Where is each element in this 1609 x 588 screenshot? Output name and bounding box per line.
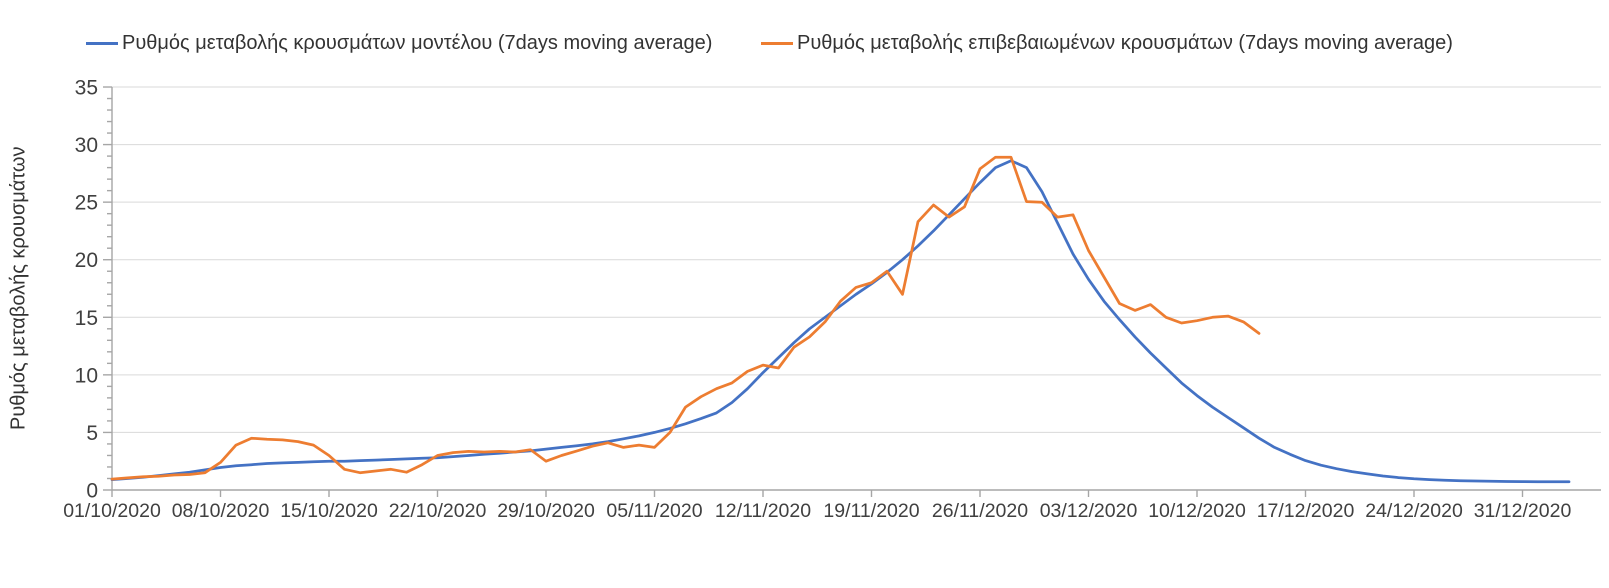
x-tick-label: 29/10/2020	[497, 500, 595, 522]
x-tick-label: 31/12/2020	[1474, 500, 1572, 522]
y-tick-label: 35	[75, 77, 98, 100]
legend-item-model: Ρυθμός μεταβολής κρουσμάτων μοντέλου (7d…	[86, 28, 712, 58]
x-tick-label: 05/11/2020	[606, 500, 702, 522]
y-tick-label: 25	[75, 192, 98, 215]
x-tick-label: 12/11/2020	[715, 500, 811, 522]
x-tick-label: 19/11/2020	[823, 500, 919, 522]
legend-label-model: Ρυθμός μεταβολής κρουσμάτων μοντέλου (7d…	[122, 31, 713, 54]
legend-label-confirmed: Ρυθμός μεταβολής επιβεβαιωμένων κρουσμάτ…	[797, 31, 1453, 54]
x-tick-label: 24/12/2020	[1365, 500, 1463, 522]
x-tick-label: 15/10/2020	[280, 500, 378, 522]
x-tick-label: 22/10/2020	[389, 500, 487, 522]
y-tick-label: 20	[75, 249, 98, 272]
legend-item-confirmed: Ρυθμός μεταβολής επιβεβαιωμένων κρουσμάτ…	[761, 28, 1453, 58]
y-tick-label: 10	[75, 364, 98, 387]
y-tick-label: 15	[75, 307, 98, 330]
series-line-confirmed	[110, 155, 1261, 481]
y-tick-label: 30	[75, 134, 98, 157]
x-tick-label: 03/12/2020	[1040, 500, 1138, 522]
y-tick-label: 5	[86, 422, 98, 445]
x-tick-label: 08/10/2020	[172, 500, 270, 522]
series-line-model	[110, 159, 1571, 484]
x-tick-label: 01/10/2020	[63, 500, 161, 522]
chart-legend: Ρυθμός μεταβολής κρουσμάτων μοντέλου (7d…	[0, 28, 1609, 58]
x-tick-label: 26/11/2020	[932, 500, 1028, 522]
x-tick-label: 10/12/2020	[1148, 500, 1246, 522]
y-tick-label: 0	[86, 480, 98, 503]
x-tick-label: 17/12/2020	[1257, 500, 1355, 522]
legend-line-marker-blue-icon	[86, 41, 118, 45]
legend-line-marker-orange-icon	[761, 41, 793, 45]
